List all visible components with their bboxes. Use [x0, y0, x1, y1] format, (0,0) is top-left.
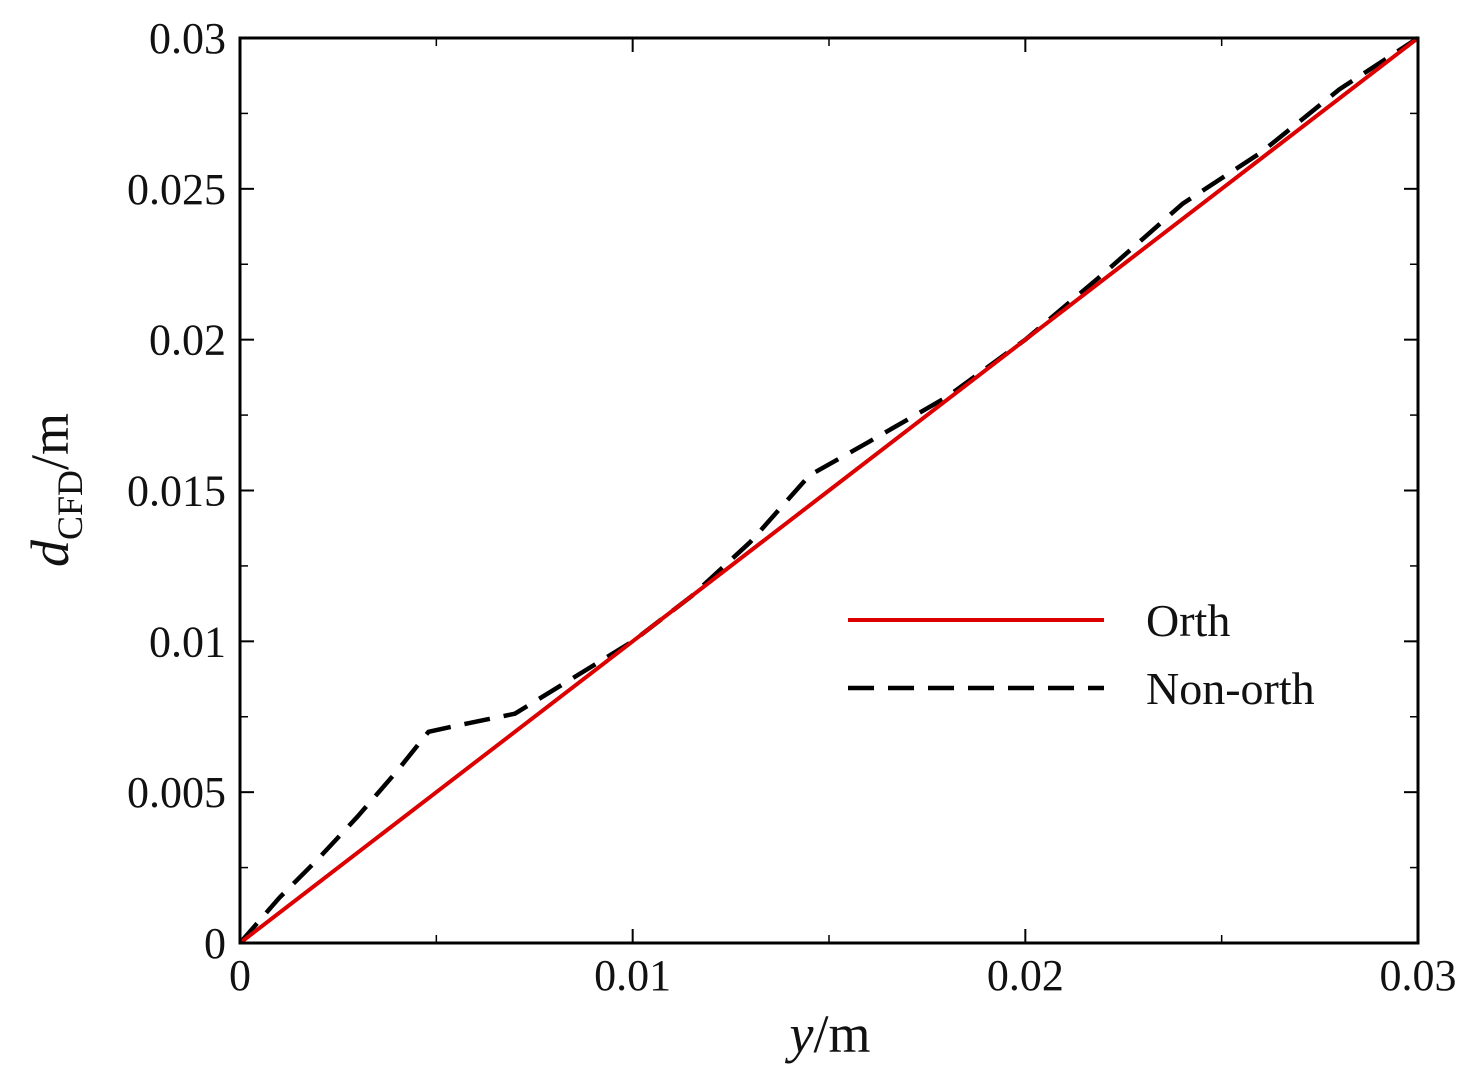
y-tick-label: 0.02	[149, 316, 226, 365]
y-tick-label: 0.025	[127, 165, 226, 214]
legend: Orth Non-orth	[848, 595, 1315, 714]
y-tick-label: 0.03	[149, 14, 226, 63]
x-tick-label: 0	[229, 951, 251, 1000]
labels-layer: 0 0.01 0.02 0.03 0 0.005 0.01 0.015 0.02 0.025 0.0…	[127, 14, 1457, 1000]
x-axis-title: y/m	[785, 1004, 871, 1064]
y-tick-label: 0.01	[149, 617, 226, 666]
y-tick-label: 0.015	[127, 467, 226, 516]
y-tick-label: 0	[204, 919, 226, 968]
legend-label: Non-orth	[1146, 663, 1315, 714]
x-tick-label: 0.03	[1380, 951, 1457, 1000]
y-tick-label: 0.005	[127, 768, 226, 817]
series-layer	[238, 36, 1420, 945]
x-tick-label: 0.02	[987, 951, 1064, 1000]
y-axis-title: dCFD/m	[20, 413, 90, 567]
series-line-orth	[238, 36, 1420, 945]
legend-label: Orth	[1146, 595, 1230, 646]
plot-frame	[238, 36, 1420, 945]
x-tick-label: 0.01	[594, 951, 671, 1000]
